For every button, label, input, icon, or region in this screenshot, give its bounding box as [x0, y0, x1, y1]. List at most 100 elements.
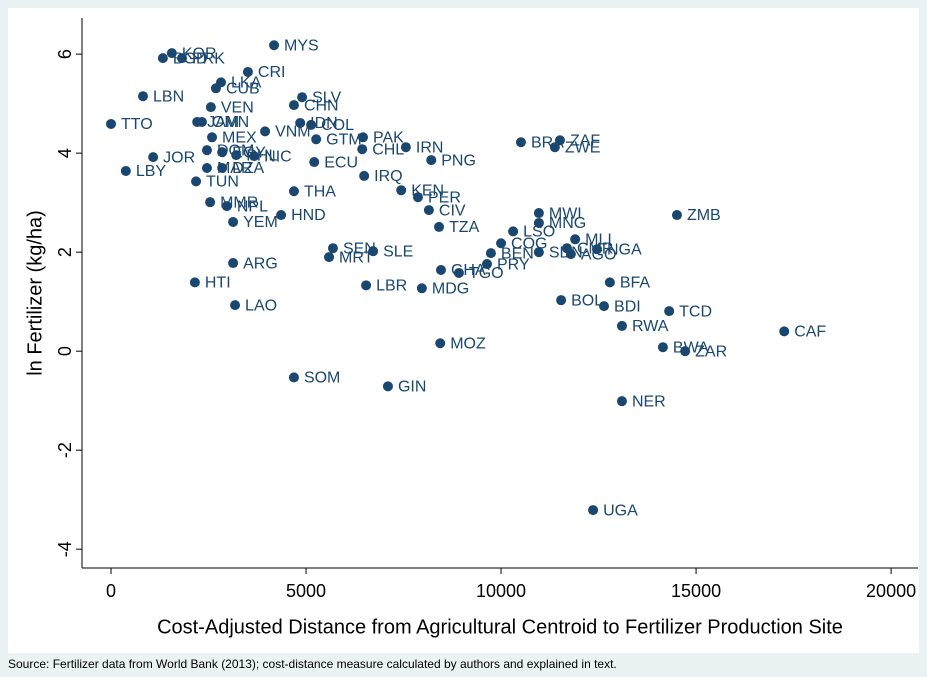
- point: [157, 53, 168, 64]
- point: [664, 306, 675, 317]
- point-label: SEN: [343, 240, 376, 257]
- point: [412, 192, 423, 203]
- point: [361, 280, 372, 291]
- y-tick-label: 4: [55, 148, 75, 158]
- point-label: MDG: [432, 281, 469, 298]
- point: [657, 342, 668, 353]
- point: [120, 165, 131, 176]
- point: [306, 119, 317, 130]
- point: [426, 155, 437, 166]
- point: [485, 248, 496, 259]
- point-label: LBN: [153, 88, 184, 105]
- point-label: BOL: [571, 292, 603, 309]
- point: [201, 163, 212, 173]
- point: [533, 208, 544, 219]
- point-label: PHL: [246, 147, 277, 164]
- point-label: TUN: [206, 174, 239, 191]
- point-label: CAF: [794, 324, 826, 341]
- point: [189, 277, 200, 288]
- point-label: HND: [291, 207, 326, 224]
- point: [327, 243, 338, 254]
- point-label: IRQ: [374, 168, 402, 185]
- point: [680, 346, 691, 357]
- point-label: NGA: [607, 241, 642, 258]
- y-tick-label: 0: [55, 346, 75, 356]
- point-label: TZA: [449, 219, 480, 236]
- point: [533, 247, 544, 258]
- point: [434, 221, 445, 232]
- point: [599, 301, 610, 312]
- point-label: BDI: [614, 298, 641, 315]
- point-label: ZAR: [695, 343, 727, 360]
- point: [592, 244, 603, 255]
- point: [269, 40, 280, 51]
- point-label: LKA: [231, 75, 262, 92]
- point-label: VNM: [275, 124, 311, 141]
- point: [435, 338, 446, 349]
- point-label: IDN: [310, 115, 338, 132]
- point: [435, 264, 446, 275]
- point: [205, 197, 216, 208]
- point: [549, 142, 560, 153]
- point: [177, 53, 188, 64]
- point: [508, 226, 519, 237]
- point: [588, 505, 599, 516]
- point: [205, 102, 216, 113]
- point-label: TTO: [121, 116, 153, 133]
- point: [221, 201, 232, 212]
- source-note: Source: Fertilizer data from World Bank …: [8, 657, 617, 671]
- point: [400, 142, 411, 153]
- point-label: MNG: [549, 215, 586, 232]
- y-tick-label: 6: [55, 49, 75, 59]
- point: [288, 372, 299, 383]
- point-label: JOR: [163, 149, 195, 166]
- point-label: NIC: [264, 148, 292, 165]
- y-axis-title: ln Fertilizer (kg/ha): [24, 210, 46, 376]
- point-label: GTM: [326, 132, 362, 149]
- y-tick-label: -4: [55, 541, 75, 557]
- point: [138, 91, 149, 102]
- point-label: BEN: [501, 245, 534, 262]
- point-label: CUB: [226, 81, 260, 98]
- point: [604, 277, 615, 288]
- point-label: KOR: [182, 45, 217, 62]
- point-label: CIV: [439, 202, 466, 219]
- point: [533, 217, 544, 228]
- y-tick-label: 2: [55, 247, 75, 257]
- point: [231, 150, 242, 161]
- point: [207, 132, 218, 143]
- point: [260, 126, 271, 137]
- point-label: SLE: [383, 243, 413, 260]
- point: [166, 48, 177, 59]
- point-label: YEM: [243, 214, 278, 231]
- point: [482, 259, 493, 270]
- point: [779, 326, 790, 337]
- point-label: NPL: [237, 198, 268, 215]
- point-label: MAR: [217, 160, 253, 177]
- point: [196, 116, 207, 127]
- point: [324, 252, 335, 263]
- point-label: COL: [321, 117, 354, 134]
- point-label: CHN: [304, 97, 339, 114]
- point-label: ZWE: [565, 139, 601, 156]
- x-tick-label: 20000: [866, 581, 916, 601]
- point: [423, 205, 434, 216]
- point-label: SDN: [549, 244, 583, 261]
- point-label: CHL: [372, 141, 404, 158]
- point-label: ZAF: [570, 132, 600, 149]
- point: [288, 186, 299, 197]
- point: [396, 185, 407, 196]
- point-label: LBY: [136, 163, 167, 180]
- point-label: CRI: [258, 64, 286, 81]
- point: [554, 135, 565, 146]
- point: [191, 176, 202, 187]
- point-label: ARG: [243, 255, 278, 272]
- point-label: IRN: [416, 139, 444, 156]
- point: [288, 100, 299, 111]
- point-label: MWI: [549, 205, 582, 222]
- point-label: LBR: [376, 278, 407, 295]
- point: [295, 117, 306, 128]
- point-label: ZMB: [687, 207, 721, 224]
- point: [210, 83, 221, 94]
